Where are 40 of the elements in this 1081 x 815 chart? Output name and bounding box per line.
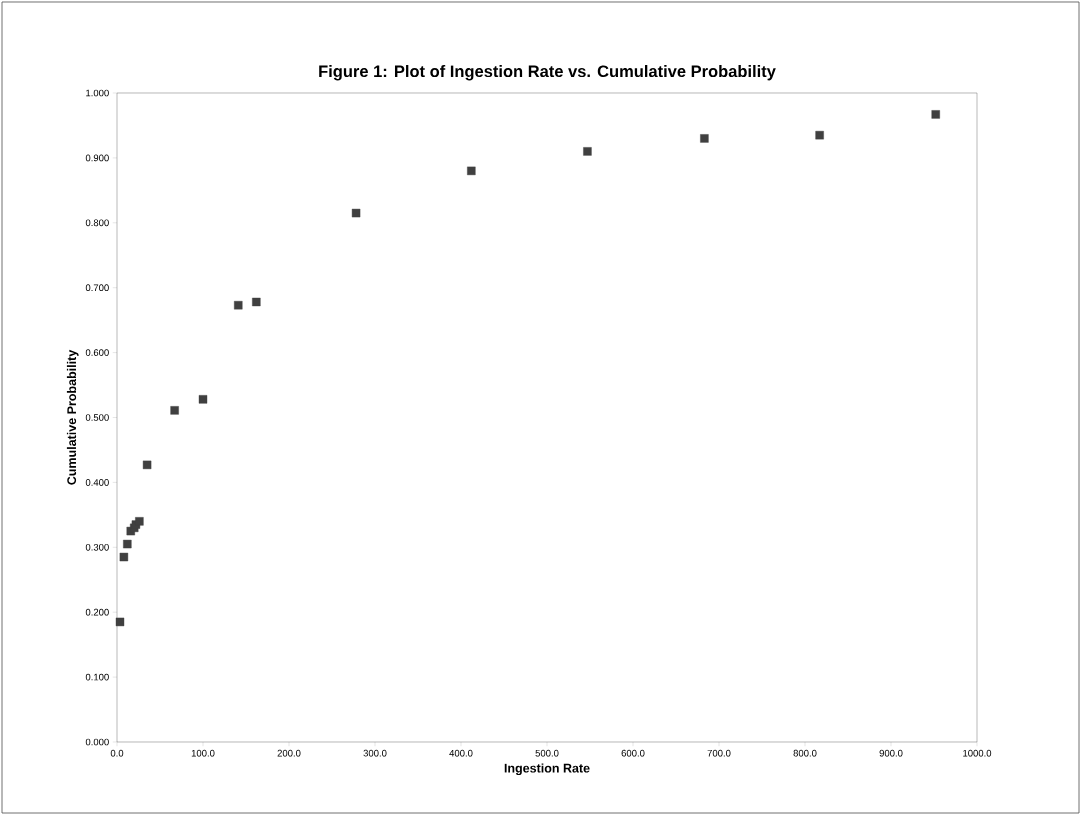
y-tick-label: 0.200	[85, 608, 109, 616]
point	[815, 130, 824, 140]
y-tick-label: 0.400	[85, 479, 109, 486]
point	[931, 110, 940, 119]
y-tick-label: 0.800	[85, 219, 109, 227]
point	[123, 539, 132, 549]
point	[700, 134, 709, 143]
y-tick-label: 0.700	[85, 284, 109, 292]
y-tick-label: 0.600	[85, 349, 109, 356]
point	[198, 395, 208, 404]
chart-title: Figure 1: Plot of Ingestion Rate vs. Cumulative Probability	[319, 65, 776, 81]
point	[115, 617, 125, 627]
point	[234, 301, 243, 310]
y-tick-label: 1.000	[86, 89, 109, 97]
y-tick-label: 0.300	[85, 543, 109, 551]
point	[252, 297, 261, 307]
point	[583, 147, 592, 156]
point	[119, 552, 129, 562]
y-tick-label: 0.100	[85, 673, 109, 681]
x-tick-label: 1000.0	[963, 749, 992, 757]
y-tick-label: 0.500	[85, 414, 109, 421]
point	[135, 517, 144, 526]
x-tick-label: 900.0	[879, 749, 903, 757]
x-tick-label: 200.0	[277, 749, 301, 757]
x-tick-label: 0.0	[110, 749, 124, 757]
y-tick-label: 0.000	[85, 738, 109, 746]
x-tick-label: 300.0	[363, 749, 387, 757]
x-tick-label: 500.0	[535, 749, 559, 757]
point	[170, 406, 179, 415]
y-tick-label: 0.900	[85, 154, 109, 162]
x-tick-label: 400.0	[449, 749, 473, 757]
x-axis-title: Ingestion Rate	[504, 763, 590, 776]
point	[142, 460, 152, 470]
x-tick-label: 700.0	[707, 749, 731, 757]
x-tick-label: 800.0	[793, 749, 817, 757]
x-tick-label: 600.0	[621, 749, 645, 757]
point	[467, 166, 476, 176]
x-tick-label: 100.0	[191, 749, 215, 757]
y-axis-title: Cumulative Probability	[66, 349, 79, 485]
point	[351, 208, 361, 218]
